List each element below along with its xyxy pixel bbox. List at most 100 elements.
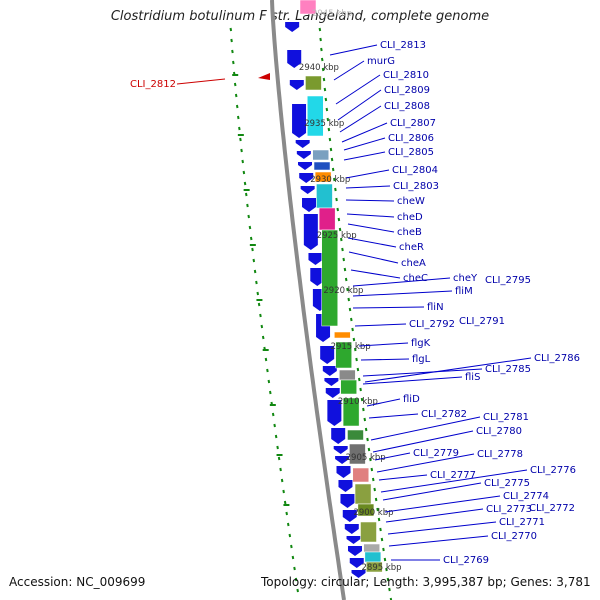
strand-arrow bbox=[308, 253, 323, 265]
gene-label[interactable]: cheW bbox=[397, 196, 425, 207]
inner-track-dot bbox=[363, 417, 367, 422]
inner-track-dot bbox=[324, 97, 328, 102]
gene-label[interactable]: fliS bbox=[465, 372, 480, 383]
gene-label[interactable]: cheD bbox=[397, 212, 423, 223]
inner-track-dot bbox=[371, 477, 375, 482]
gene-label[interactable]: CLI_2804 bbox=[392, 165, 438, 176]
inner-track-dot bbox=[329, 147, 333, 152]
gene-label[interactable]: CLI_2771 bbox=[499, 517, 545, 528]
gene-label[interactable]: CLI_2773 bbox=[486, 504, 532, 515]
inner-track-dot bbox=[337, 217, 341, 222]
leader-line bbox=[388, 535, 489, 547]
gene-label[interactable]: CLI_2785 bbox=[485, 364, 531, 375]
genome-backbone bbox=[270, 0, 346, 600]
gene-label[interactable]: cheR bbox=[399, 242, 424, 253]
gene-label[interactable]: CLI_2813 bbox=[380, 40, 426, 51]
outer-track-dot bbox=[236, 115, 240, 120]
gene-label[interactable]: CLI_2770 bbox=[491, 531, 537, 542]
gene-block bbox=[357, 503, 375, 517]
strand-arrow bbox=[347, 546, 362, 556]
outer-track-dot bbox=[255, 280, 258, 285]
outer-track-dot bbox=[256, 291, 260, 296]
gene-block bbox=[316, 183, 333, 209]
leader-line bbox=[347, 237, 397, 248]
gene-label[interactable]: CLI_2769 bbox=[443, 555, 489, 566]
inner-track-dot bbox=[373, 487, 376, 492]
gene-block bbox=[307, 95, 324, 137]
gene-label[interactable]: CLI_2772 bbox=[529, 503, 575, 514]
kbp-tick-label: 2900 kbp bbox=[353, 508, 393, 518]
gene-label[interactable]: fliD bbox=[403, 394, 420, 405]
gene-label[interactable]: CLI_2809 bbox=[384, 85, 430, 96]
gene-label[interactable]: CLI_2792 bbox=[409, 319, 455, 330]
gene-label[interactable]: cheC bbox=[403, 273, 428, 284]
gene-label[interactable]: CLI_2786 bbox=[534, 353, 580, 364]
gene-label[interactable]: fliM bbox=[455, 286, 473, 297]
outer-track-dot bbox=[269, 390, 272, 395]
leader-line bbox=[374, 452, 411, 461]
leader-line bbox=[376, 453, 475, 473]
gene-label[interactable]: CLI_2778 bbox=[477, 449, 523, 460]
gene-block bbox=[366, 561, 383, 573]
gene-block bbox=[305, 75, 322, 91]
strand-arrow bbox=[298, 162, 313, 170]
inner-track-dot bbox=[330, 157, 334, 162]
gene-label[interactable]: CLI_2803 bbox=[393, 181, 439, 192]
highlight-gene-label[interactable]: CLI_2812 bbox=[130, 79, 176, 90]
inner-track-dot bbox=[323, 87, 327, 92]
strand-arrow bbox=[335, 456, 350, 464]
strand-arrow bbox=[296, 151, 311, 159]
gene-label[interactable]: CLI_2779 bbox=[413, 448, 459, 459]
gene-label[interactable]: CLI_2806 bbox=[388, 133, 434, 144]
gene-label[interactable]: cheA bbox=[401, 258, 426, 269]
gene-label[interactable]: flgL bbox=[412, 354, 431, 365]
gene-label[interactable]: flgK bbox=[411, 338, 431, 349]
strand-arrow bbox=[322, 366, 337, 376]
inner-track-dot bbox=[385, 567, 388, 572]
outer-track-dot bbox=[247, 214, 250, 219]
inner-track-dot bbox=[347, 297, 351, 302]
inner-track-dot bbox=[318, 27, 322, 32]
highlight-marker[interactable]: CLI_2812 bbox=[130, 73, 270, 90]
inner-track-dot bbox=[343, 267, 347, 272]
inner-track-dot bbox=[342, 257, 345, 262]
gene-label[interactable]: fliN bbox=[427, 302, 444, 313]
gene-label[interactable]: cheB bbox=[397, 227, 422, 238]
gene-label[interactable]: CLI_2775 bbox=[484, 478, 530, 489]
leader-line bbox=[378, 474, 428, 481]
inner-track-dot bbox=[370, 467, 374, 472]
gene-label[interactable]: CLI_2782 bbox=[421, 409, 467, 420]
gene-label[interactable]: CLI_2780 bbox=[476, 426, 522, 437]
strand-arrow bbox=[351, 570, 366, 578]
leader-line bbox=[366, 398, 401, 407]
leader-line bbox=[335, 74, 381, 105]
gene-label[interactable]: CLI_2808 bbox=[384, 101, 430, 112]
outer-track-dot bbox=[290, 544, 293, 549]
outer-track-dot bbox=[235, 104, 239, 109]
outer-track-dot bbox=[243, 181, 247, 186]
gene-label[interactable]: CLI_2781 bbox=[483, 412, 529, 423]
outer-track-dot bbox=[232, 60, 235, 65]
backbone-line bbox=[270, 0, 346, 600]
gene-label[interactable]: CLI_2774 bbox=[503, 491, 549, 502]
gene-label[interactable]: CLI_2805 bbox=[388, 147, 434, 158]
outer-track-dot bbox=[238, 126, 241, 131]
leader-line bbox=[337, 89, 382, 121]
gene-label[interactable]: CLI_2795 bbox=[485, 275, 531, 286]
gene-block bbox=[335, 341, 352, 369]
gene-block bbox=[347, 429, 364, 441]
gene-label[interactable]: CLI_2776 bbox=[530, 465, 576, 476]
gene-block bbox=[352, 467, 370, 483]
gene-label[interactable]: murG bbox=[367, 56, 395, 67]
gene-label[interactable]: cheY bbox=[453, 273, 478, 284]
gene-label[interactable]: CLI_2777 bbox=[430, 470, 476, 481]
inner-track-dot bbox=[376, 507, 379, 512]
outer-track-dot bbox=[244, 192, 248, 197]
gene-label[interactable]: CLI_2810 bbox=[383, 70, 429, 81]
top-kbp-label: 2945 kbp bbox=[312, 9, 352, 19]
gene-label[interactable]: CLI_2791 bbox=[459, 316, 505, 327]
outer-track-dot bbox=[283, 500, 287, 505]
outer-track-dot bbox=[267, 379, 271, 384]
gene-label[interactable]: CLI_2807 bbox=[390, 118, 436, 129]
